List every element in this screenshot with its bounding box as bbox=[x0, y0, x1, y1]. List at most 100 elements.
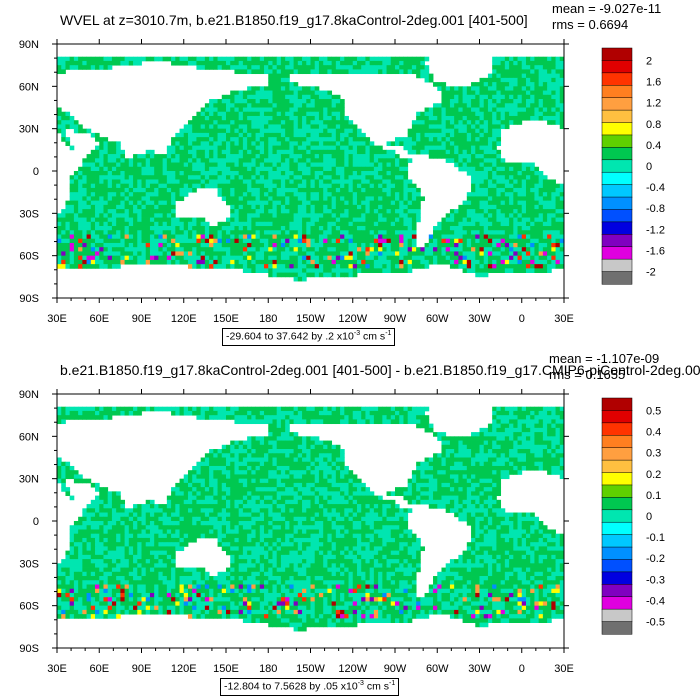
grid-cell bbox=[158, 251, 164, 257]
grid-cell bbox=[272, 196, 278, 202]
grid-cell bbox=[99, 179, 104, 185]
grid-cell bbox=[133, 196, 138, 202]
grid-cell bbox=[356, 226, 362, 231]
grid-cell bbox=[509, 251, 514, 257]
grid-cell bbox=[390, 415, 396, 420]
grid-cell bbox=[69, 415, 75, 420]
grid-cell bbox=[407, 264, 413, 269]
grid-cell bbox=[230, 90, 235, 96]
grid-cell bbox=[289, 69, 295, 75]
grid-cell bbox=[61, 230, 66, 235]
grid-cell bbox=[492, 103, 497, 108]
grid-cell bbox=[289, 158, 295, 163]
grid-cell bbox=[69, 204, 75, 210]
grid-cell bbox=[158, 166, 164, 172]
grid-cell bbox=[496, 120, 502, 125]
grid-cell bbox=[221, 415, 227, 420]
grid-cell bbox=[78, 209, 83, 214]
grid-cell bbox=[525, 82, 531, 87]
grid-cell bbox=[69, 247, 75, 252]
grid-cell bbox=[534, 230, 540, 235]
grid-cell bbox=[179, 226, 185, 231]
grid-cell bbox=[238, 154, 244, 159]
grid-cell bbox=[171, 192, 176, 197]
grid-cell bbox=[183, 154, 189, 159]
grid-cell bbox=[234, 419, 240, 425]
grid-cell bbox=[251, 251, 256, 257]
grid-cell bbox=[411, 242, 417, 248]
grid-cell bbox=[196, 166, 202, 172]
grid-cell bbox=[280, 238, 286, 244]
grid-cell bbox=[344, 124, 349, 130]
grid-cell bbox=[272, 90, 278, 96]
grid-cell bbox=[268, 264, 273, 269]
grid-cell bbox=[487, 221, 493, 227]
grid-cell bbox=[264, 217, 269, 223]
grid-cell bbox=[365, 141, 371, 146]
grid-cell bbox=[373, 56, 379, 62]
grid-cell bbox=[200, 115, 206, 121]
range-unit-exponent: -1 bbox=[385, 330, 392, 337]
grid-cell bbox=[183, 171, 189, 176]
grid-cell bbox=[479, 179, 485, 185]
grid-cell bbox=[433, 149, 438, 155]
grid-cell bbox=[314, 415, 320, 420]
grid-cell bbox=[492, 73, 497, 79]
grid-cell bbox=[500, 103, 506, 108]
grid-cell bbox=[57, 226, 62, 231]
grid-cell bbox=[120, 238, 126, 244]
grid-cell bbox=[264, 145, 269, 151]
grid-cell bbox=[255, 128, 261, 134]
grid-cell bbox=[226, 192, 231, 197]
grid-cell bbox=[475, 230, 480, 235]
grid-cell bbox=[234, 56, 240, 62]
grid-cell bbox=[534, 213, 540, 218]
grid-cell bbox=[356, 419, 362, 425]
grid-cell bbox=[264, 115, 269, 121]
grid-cell bbox=[230, 179, 235, 185]
grid-cell bbox=[369, 158, 375, 163]
grid-cell bbox=[386, 419, 392, 425]
grid-cell bbox=[209, 149, 214, 155]
grid-cell bbox=[492, 82, 497, 87]
grid-cell bbox=[411, 128, 417, 134]
grid-cell bbox=[369, 149, 375, 155]
grid-cell bbox=[111, 406, 117, 412]
grid-cell bbox=[226, 103, 231, 108]
grid-cell bbox=[542, 213, 548, 218]
grid-cell bbox=[230, 251, 235, 257]
grid-cell bbox=[344, 145, 349, 151]
grid-cell bbox=[166, 158, 172, 163]
grid-cell bbox=[538, 242, 544, 248]
grid-cell bbox=[390, 196, 396, 202]
grid-cell bbox=[504, 226, 510, 231]
grid-cell bbox=[352, 162, 358, 168]
grid-cell bbox=[331, 107, 337, 113]
grid-cell bbox=[365, 196, 371, 202]
grid-cell bbox=[462, 226, 468, 231]
grid-cell bbox=[340, 166, 345, 172]
grid-cell bbox=[99, 204, 104, 210]
grid-cell bbox=[297, 99, 303, 104]
grid-cell bbox=[500, 179, 506, 185]
grid-cell bbox=[555, 73, 561, 79]
grid-cell bbox=[200, 406, 206, 412]
grid-cell bbox=[542, 415, 548, 420]
grid-cell bbox=[492, 145, 497, 151]
grid-cell bbox=[504, 60, 510, 66]
grid-cell bbox=[466, 171, 472, 176]
grid-cell bbox=[73, 187, 79, 193]
grid-cell bbox=[416, 60, 421, 66]
grid-cell bbox=[416, 264, 421, 269]
grid-cell bbox=[340, 234, 345, 240]
grid-cell bbox=[179, 60, 185, 66]
grid-cell bbox=[289, 90, 295, 96]
grid-cell bbox=[318, 410, 324, 416]
grid-cell bbox=[483, 213, 489, 218]
grid-cell bbox=[492, 226, 497, 231]
grid-cell bbox=[78, 213, 83, 218]
grid-cell bbox=[551, 247, 556, 252]
grid-cell bbox=[242, 162, 248, 168]
grid-cell bbox=[175, 60, 180, 66]
grid-cell bbox=[542, 259, 548, 265]
